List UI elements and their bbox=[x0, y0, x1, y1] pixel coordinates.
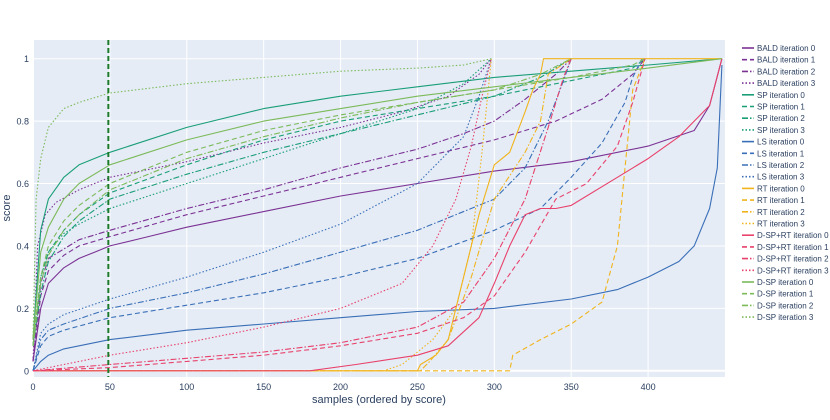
legend[interactable]: BALD iteration 0 BALD iteration 1 BALD ite… bbox=[742, 44, 829, 322]
legend-label-sp-iteration-1: SP iteration 1 bbox=[757, 103, 805, 112]
x-tick-label: 150 bbox=[256, 382, 271, 392]
legend-label-ls-iteration-3: LS iteration 3 bbox=[757, 173, 805, 182]
series-line-d-sp-iteration-2 bbox=[32, 58, 572, 346]
x-tick-label: 400 bbox=[641, 382, 656, 392]
series-line-bald-iteration-2 bbox=[32, 58, 572, 362]
tick-layer: 0 0.2 0.4 0.6 0.8 1 0 50 100 150 200 250 300 350 400 bbox=[16, 54, 655, 392]
grid-layer bbox=[32, 40, 725, 377]
x-tick-label: 200 bbox=[333, 382, 348, 392]
legend-label-d-sp-iteration-1: D-SP iteration 1 bbox=[757, 290, 814, 299]
series-line-sp-iteration-2 bbox=[32, 58, 572, 346]
legend-label-bald-iteration-2: BALD iteration 2 bbox=[757, 67, 816, 76]
series-line-ls-iteration-2 bbox=[32, 58, 572, 371]
plot-background bbox=[33, 40, 725, 377]
legend-label-bald-iteration-1: BALD iteration 1 bbox=[757, 56, 816, 65]
legend-label-rt-iteration-0: RT iteration 0 bbox=[757, 184, 805, 193]
legend-label-d-sp-iteration-3: D-SP iteration 3 bbox=[757, 313, 814, 322]
y-tick-label: 1 bbox=[24, 54, 29, 64]
y-axis-title: score bbox=[1, 195, 13, 222]
legend-label-rt-iteration-3: RT iteration 3 bbox=[757, 220, 805, 229]
x-tick-label: 300 bbox=[487, 382, 502, 392]
legend-label-sp-iteration-0: SP iteration 0 bbox=[757, 91, 805, 100]
legend-label-bald-iteration-3: BALD iteration 3 bbox=[757, 79, 816, 88]
legend-label-ls-iteration-2: LS iteration 2 bbox=[757, 161, 805, 170]
series-line-ls-iteration-1 bbox=[32, 58, 643, 371]
series-line-rt-iteration-2 bbox=[33, 58, 572, 372]
y-tick-label: 0.8 bbox=[16, 117, 29, 127]
legend-label-rt-iteration-2: RT iteration 2 bbox=[757, 208, 805, 217]
legend-label-sp-iteration-3: SP iteration 3 bbox=[757, 126, 805, 135]
series-line-bald-iteration-3 bbox=[32, 58, 492, 362]
series-layer bbox=[32, 58, 723, 372]
legend-label-d-sp-rt-iteration-0: D-SP+RT iteration 0 bbox=[757, 231, 829, 240]
series-line-rt-iteration-1 bbox=[33, 58, 646, 372]
x-axis-title: samples (ordered by score) bbox=[312, 394, 446, 406]
legend-label-sp-iteration-2: SP iteration 2 bbox=[757, 114, 805, 123]
series-line-sp-iteration-0 bbox=[32, 58, 722, 340]
legend-label-d-sp-iteration-0: D-SP iteration 0 bbox=[757, 278, 814, 287]
series-line-d-sp-rt-iteration-0 bbox=[33, 58, 723, 372]
y-tick-label: 0.4 bbox=[16, 241, 29, 251]
series-line-bald-iteration-0 bbox=[32, 58, 723, 362]
series-line-d-sp-iteration-3 bbox=[32, 58, 492, 340]
legend-label-rt-iteration-1: RT iteration 1 bbox=[757, 196, 805, 205]
legend-label-ls-iteration-0: LS iteration 0 bbox=[757, 138, 805, 147]
series-line-bald-iteration-1 bbox=[32, 58, 646, 362]
series-line-d-sp-iteration-1 bbox=[32, 58, 646, 346]
legend-label-d-sp-rt-iteration-1: D-SP+RT iteration 1 bbox=[757, 243, 829, 252]
legend-label-bald-iteration-0: BALD iteration 0 bbox=[757, 44, 816, 53]
series-line-d-sp-rt-iteration-3 bbox=[32, 58, 492, 372]
series-line-d-sp-rt-iteration-2 bbox=[32, 58, 572, 372]
series-line-rt-iteration-3 bbox=[33, 58, 492, 372]
legend-label-ls-iteration-1: LS iteration 1 bbox=[757, 149, 805, 158]
y-tick-label: 0.6 bbox=[16, 179, 29, 189]
legend-label-d-sp-iteration-2: D-SP iteration 2 bbox=[757, 301, 814, 310]
legend-label-d-sp-rt-iteration-2: D-SP+RT iteration 2 bbox=[757, 255, 829, 264]
x-tick-label: 350 bbox=[564, 382, 579, 392]
y-tick-label: 0.2 bbox=[16, 304, 29, 314]
series-line-rt-iteration-0 bbox=[33, 58, 722, 372]
legend-label-d-sp-rt-iteration-3: D-SP+RT iteration 3 bbox=[757, 266, 829, 275]
x-tick-label: 100 bbox=[179, 382, 194, 392]
y-tick-label: 0 bbox=[24, 366, 29, 376]
x-tick-label: 0 bbox=[30, 382, 35, 392]
x-tick-label: 50 bbox=[105, 382, 115, 392]
series-line-sp-iteration-1 bbox=[32, 58, 646, 346]
x-tick-label: 250 bbox=[410, 382, 425, 392]
